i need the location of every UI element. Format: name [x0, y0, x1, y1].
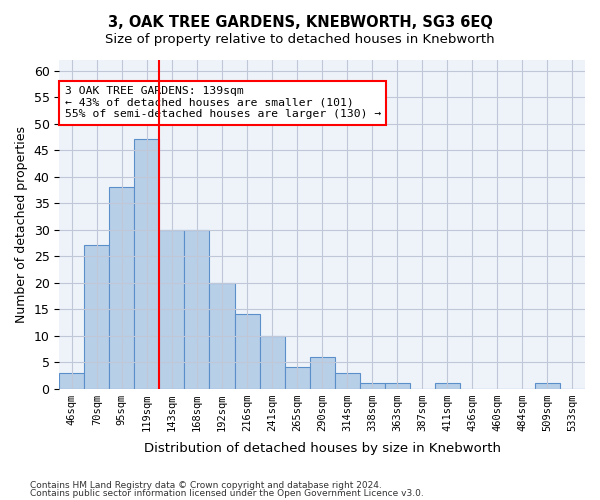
Bar: [284, 368, 310, 388]
Bar: [310, 356, 335, 388]
Text: Size of property relative to detached houses in Knebworth: Size of property relative to detached ho…: [105, 32, 495, 46]
Bar: [59, 372, 85, 388]
Text: 3, OAK TREE GARDENS, KNEBWORTH, SG3 6EQ: 3, OAK TREE GARDENS, KNEBWORTH, SG3 6EQ: [107, 15, 493, 30]
Text: Contains public sector information licensed under the Open Government Licence v3: Contains public sector information licen…: [30, 488, 424, 498]
X-axis label: Distribution of detached houses by size in Knebworth: Distribution of detached houses by size …: [143, 442, 500, 455]
Bar: [435, 383, 460, 388]
Bar: [335, 372, 359, 388]
Text: 3 OAK TREE GARDENS: 139sqm
← 43% of detached houses are smaller (101)
55% of sem: 3 OAK TREE GARDENS: 139sqm ← 43% of deta…: [65, 86, 381, 120]
Bar: [385, 383, 410, 388]
Bar: [134, 140, 160, 388]
Bar: [359, 383, 385, 388]
Y-axis label: Number of detached properties: Number of detached properties: [15, 126, 28, 323]
Bar: [184, 230, 209, 388]
Bar: [235, 314, 260, 388]
Bar: [160, 230, 184, 388]
Bar: [209, 282, 235, 389]
Bar: [535, 383, 560, 388]
Bar: [260, 336, 284, 388]
Bar: [85, 246, 109, 388]
Bar: [109, 187, 134, 388]
Text: Contains HM Land Registry data © Crown copyright and database right 2024.: Contains HM Land Registry data © Crown c…: [30, 481, 382, 490]
